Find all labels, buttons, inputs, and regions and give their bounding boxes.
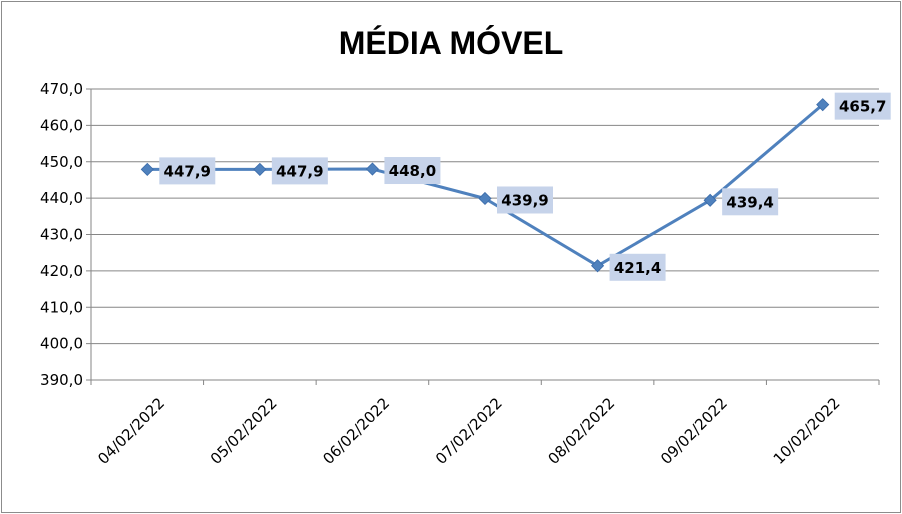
data-label: 447,9 bbox=[164, 162, 211, 180]
y-tick-label: 410,0 bbox=[40, 298, 83, 316]
x-tick-label: 05/02/2022 bbox=[207, 394, 281, 468]
data-label: 447,9 bbox=[276, 162, 323, 180]
data-point-marker bbox=[478, 191, 492, 206]
data-point-marker bbox=[253, 162, 267, 176]
x-tick-labels: 04/02/2022 05/02/2022 06/02/2022 07/02/2022… bbox=[94, 394, 843, 468]
series-line bbox=[140, 98, 830, 273]
x-tick-label: 04/02/2022 bbox=[94, 394, 168, 468]
x-tick-label: 06/02/2022 bbox=[319, 394, 393, 468]
series-line-path bbox=[147, 103, 824, 268]
data-label-box bbox=[271, 157, 328, 185]
y-tick-label: 390,0 bbox=[40, 371, 83, 389]
y-tick-labels: 390,0 400,0 410,0 420,0 430,0 440,0 450,0 460,0… bbox=[40, 80, 83, 389]
data-labels: 447,9 447,9 448,0 439,9 421,4 439,4 465,7 bbox=[159, 92, 891, 281]
data-label: 439,9 bbox=[501, 191, 548, 209]
y-tick-label: 460,0 bbox=[40, 116, 83, 134]
axes bbox=[86, 88, 880, 385]
data-label-box bbox=[159, 157, 216, 185]
data-point-marker bbox=[591, 259, 605, 273]
gridlines bbox=[91, 88, 879, 345]
x-tick-label: 07/02/2022 bbox=[432, 394, 506, 468]
data-label-box bbox=[497, 186, 553, 214]
y-tick-label: 400,0 bbox=[40, 335, 83, 353]
y-tick-label: 440,0 bbox=[40, 189, 83, 207]
data-label: 439,4 bbox=[726, 193, 773, 211]
data-point-marker bbox=[816, 98, 830, 112]
y-tick-label: 470,0 bbox=[40, 80, 83, 98]
data-label-box bbox=[834, 92, 891, 120]
data-point-marker bbox=[140, 162, 154, 176]
y-tick-label: 420,0 bbox=[40, 262, 83, 280]
data-point-marker bbox=[703, 193, 717, 207]
x-tick-label: 10/02/2022 bbox=[770, 394, 844, 468]
data-label-box bbox=[384, 157, 441, 185]
data-label: 465,7 bbox=[839, 98, 886, 116]
data-label: 448,0 bbox=[389, 162, 436, 180]
chart-title: MÉDIA MÓVEL bbox=[339, 25, 564, 61]
y-tick-label: 450,0 bbox=[40, 153, 83, 171]
x-tick-label: 09/02/2022 bbox=[657, 394, 731, 468]
data-label-box bbox=[609, 253, 666, 281]
data-label-box bbox=[722, 188, 779, 216]
data-point-marker bbox=[365, 162, 379, 176]
y-tick-label: 430,0 bbox=[40, 226, 83, 244]
x-tick-label: 08/02/2022 bbox=[545, 394, 619, 468]
data-label: 421,4 bbox=[614, 259, 661, 277]
